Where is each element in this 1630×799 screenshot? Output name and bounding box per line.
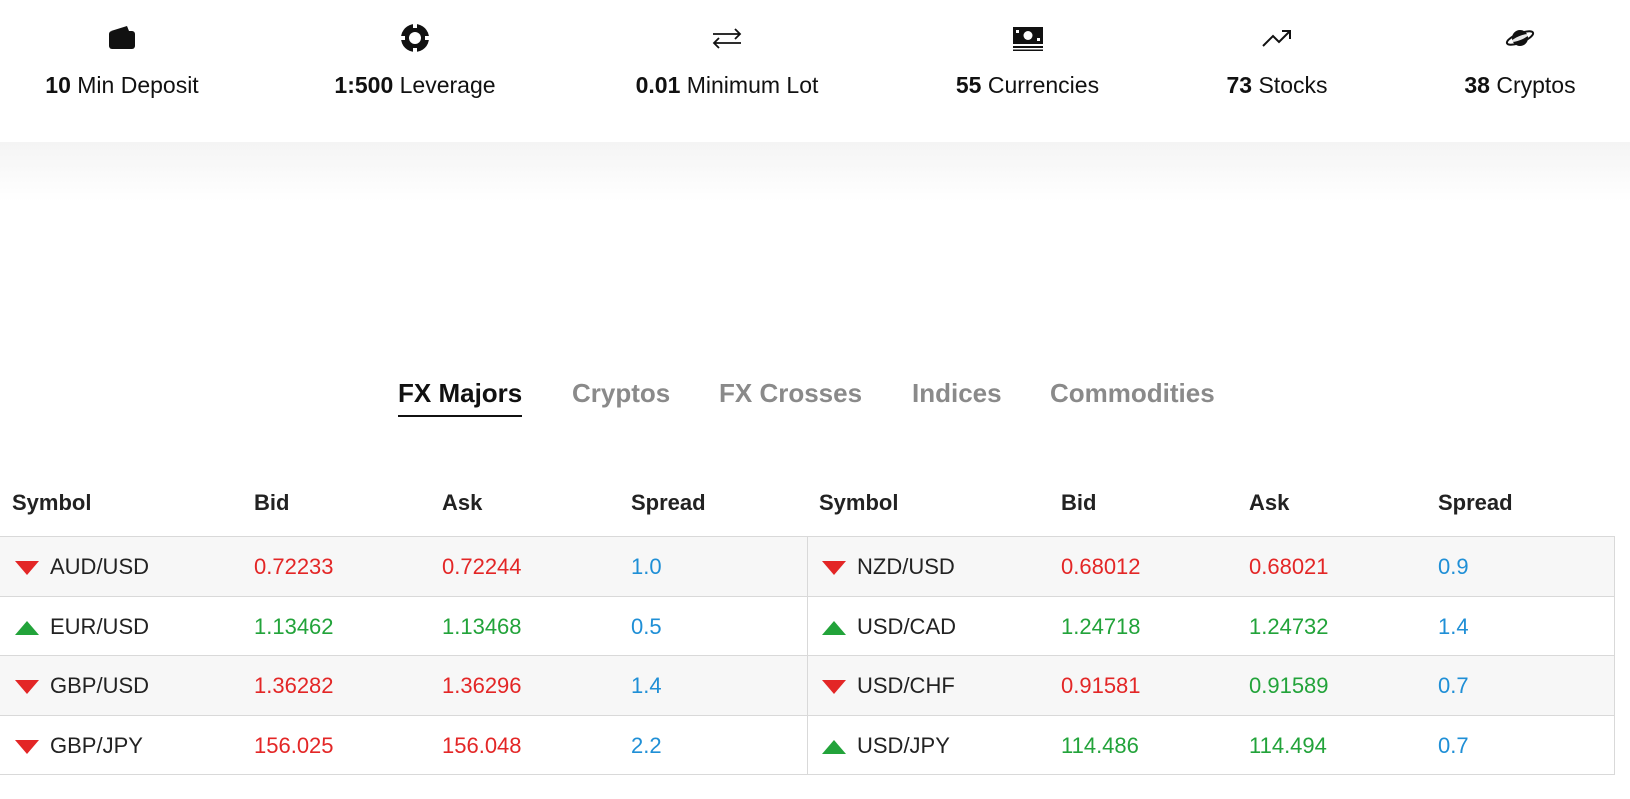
ask-cell: 156.048	[442, 732, 522, 758]
spread-cell: 0.7	[1438, 732, 1469, 758]
column-header-bid: Bid	[1061, 490, 1097, 515]
direction-arrow-icon	[15, 680, 39, 694]
column-header-symbol: Symbol	[12, 490, 92, 515]
target-icon	[399, 23, 431, 53]
tab-cryptos[interactable]: Cryptos	[572, 378, 671, 408]
ask-cell: 0.68021	[1249, 554, 1329, 579]
feature-label: Cryptos	[1496, 72, 1576, 98]
table-row[interactable]: USD/CHF 0.91581 0.91589 0.7	[808, 656, 1614, 716]
column-header-ask: Ask	[1249, 490, 1290, 515]
symbol-cell: NZD/USD	[857, 554, 955, 579]
ask-cell: 1.13468	[442, 613, 522, 639]
bid-cell: 1.13462	[254, 613, 334, 639]
symbol-cell: USD/CHF	[857, 673, 955, 698]
feature-value: 1:500	[334, 72, 394, 98]
feature-label: Currencies	[987, 72, 1100, 98]
symbol-cell: USD/CAD	[857, 613, 957, 639]
feature-value: 55	[955, 72, 982, 98]
feature-min-deposit: 10 Min Deposit	[22, 0, 222, 142]
trending-up-icon	[1261, 24, 1293, 52]
left-table-header: Symbol Bid Ask Spread	[0, 490, 808, 516]
right-quotes-table: NZD/USD 0.68012 0.68021 0.9 USD/CAD 1.24…	[807, 536, 1615, 775]
left-quotes-table: AUD/USD 0.72233 0.72244 1.0 EUR/USD 1.13…	[0, 536, 807, 775]
table-row[interactable]: USD/CAD 1.24718 1.24732 1.4	[808, 597, 1614, 656]
features-strip: 10 Min Deposit 1:500 Leverage 0.01 Minim…	[0, 0, 1630, 142]
column-header-symbol: Symbol	[819, 490, 899, 515]
direction-arrow-icon	[822, 561, 846, 575]
spread-cell: 0.5	[631, 613, 662, 639]
section-divider-shadow	[0, 142, 1630, 202]
symbol-cell: GBP/JPY	[50, 732, 143, 758]
column-header-spread: Spread	[631, 490, 706, 515]
table-row[interactable]: EUR/USD 1.13462 1.13468 0.5	[0, 597, 807, 656]
market-tabs: FX Majors Cryptos FX Crosses Indices Com…	[0, 378, 1630, 426]
direction-arrow-icon	[15, 739, 39, 754]
bid-cell: 1.36282	[254, 673, 334, 698]
exchange-arrows-icon	[711, 24, 743, 52]
tab-indices[interactable]: Indices	[912, 378, 1002, 408]
bid-cell: 114.486	[1061, 732, 1139, 758]
spread-cell: 0.7	[1438, 673, 1469, 698]
table-row[interactable]: AUD/USD 0.72233 0.72244 1.0	[0, 537, 807, 597]
spread-cell: 0.9	[1438, 554, 1469, 579]
direction-arrow-icon	[822, 680, 846, 694]
direction-arrow-icon	[15, 620, 39, 635]
table-row[interactable]: GBP/USD 1.36282 1.36296 1.4	[0, 656, 807, 716]
spread-cell: 1.0	[631, 554, 662, 579]
feature-stocks: 73 Stocks	[1177, 0, 1377, 142]
spread-cell: 1.4	[1438, 613, 1469, 639]
planet-icon	[1504, 24, 1536, 52]
feature-currencies: 55 Currencies	[920, 0, 1135, 142]
feature-minimum-lot: 0.01 Minimum Lot	[617, 0, 837, 142]
bid-cell: 0.68012	[1061, 554, 1141, 579]
tab-fx-crosses[interactable]: FX Crosses	[719, 378, 863, 408]
bid-cell: 0.91581	[1061, 673, 1141, 698]
ask-cell: 0.91589	[1249, 673, 1329, 698]
feature-label: Min Deposit	[77, 72, 199, 98]
symbol-cell: USD/JPY	[857, 732, 950, 758]
table-row[interactable]: USD/JPY 114.486 114.494 0.7	[808, 716, 1614, 775]
wallet-icon	[106, 24, 138, 52]
feature-label: Leverage	[399, 72, 496, 98]
feature-value: 10	[45, 72, 71, 98]
direction-arrow-icon	[822, 620, 846, 635]
table-row[interactable]: NZD/USD 0.68012 0.68021 0.9	[808, 537, 1614, 597]
spread-cell: 2.2	[631, 732, 662, 758]
right-table-header: Symbol Bid Ask Spread	[807, 490, 1615, 516]
table-row[interactable]: GBP/JPY 156.025 156.048 2.2	[0, 716, 807, 775]
symbol-cell: EUR/USD	[50, 613, 150, 639]
feature-value: 38	[1464, 72, 1490, 98]
spread-cell: 1.4	[631, 673, 662, 698]
symbol-cell: GBP/USD	[50, 673, 150, 698]
tab-fx-majors[interactable]: FX Majors	[398, 378, 523, 417]
bid-cell: 0.72233	[254, 554, 334, 579]
direction-arrow-icon	[822, 739, 846, 754]
column-header-ask: Ask	[442, 490, 483, 515]
column-header-bid: Bid	[254, 490, 290, 515]
feature-label: Minimum Lot	[686, 72, 819, 98]
tab-commodities[interactable]: Commodities	[1050, 378, 1215, 408]
ask-cell: 0.72244	[442, 554, 522, 579]
feature-leverage: 1:500 Leverage	[315, 0, 515, 142]
feature-cryptos: 38 Cryptos	[1420, 0, 1620, 142]
direction-arrow-icon	[15, 561, 39, 575]
ask-cell: 1.36296	[442, 673, 522, 698]
symbol-cell: AUD/USD	[50, 554, 150, 579]
column-header-spread: Spread	[1438, 490, 1513, 515]
feature-label: Stocks	[1258, 72, 1328, 98]
bid-cell: 1.24718	[1061, 613, 1141, 639]
feature-value: 73	[1226, 72, 1253, 98]
ask-cell: 1.24732	[1249, 613, 1329, 639]
bid-cell: 156.025	[254, 732, 334, 758]
banknote-icon	[1012, 24, 1044, 52]
feature-value: 0.01	[635, 72, 681, 98]
ask-cell: 114.494	[1249, 732, 1327, 758]
